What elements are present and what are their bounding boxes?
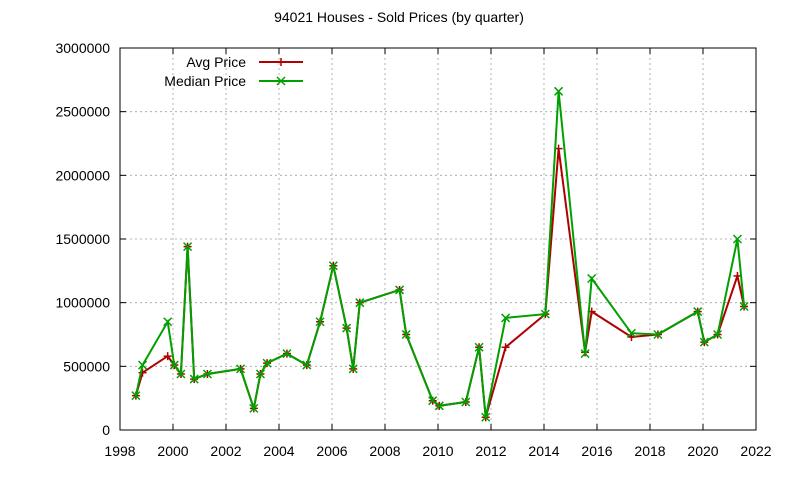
data-point	[189, 374, 199, 384]
data-point	[163, 317, 173, 327]
y-tick-label: 0	[102, 422, 110, 438]
data-point	[282, 349, 292, 359]
series-line	[134, 91, 746, 418]
data-point	[176, 369, 186, 379]
data-point	[302, 360, 312, 370]
data-point	[249, 403, 259, 413]
data-point	[395, 285, 405, 295]
x-tick-label: 2010	[422, 443, 453, 459]
y-tick-label: 1500000	[55, 231, 110, 247]
data-point	[355, 298, 365, 308]
data-point	[580, 349, 590, 359]
data-point	[137, 360, 148, 370]
x-tick-label: 2020	[687, 443, 718, 459]
data-point	[131, 391, 141, 401]
y-tick-label: 2000000	[55, 167, 110, 183]
series-line	[134, 148, 746, 418]
series-avg-price	[131, 144, 749, 422]
data-point	[713, 329, 723, 340]
data-point	[554, 86, 564, 96]
data-point	[693, 307, 703, 317]
x-tick-label: 2022	[740, 443, 771, 459]
data-point	[202, 369, 212, 379]
data-point	[236, 364, 246, 374]
data-point	[169, 360, 179, 370]
y-tick-label: 1000000	[55, 295, 110, 311]
data-point	[739, 301, 749, 312]
grid	[120, 48, 756, 430]
legend-label: Median Price	[164, 73, 246, 89]
data-point	[540, 309, 550, 319]
data-point	[255, 369, 265, 379]
y-tick-label: 500000	[63, 358, 110, 374]
data-point	[626, 328, 636, 338]
legend-marker	[276, 76, 286, 86]
data-point	[501, 313, 511, 323]
data-point	[262, 358, 272, 368]
series-median-price	[131, 86, 749, 422]
data-point	[348, 364, 358, 374]
data-point	[732, 234, 742, 244]
data-point	[474, 342, 484, 352]
x-tick-label: 2000	[157, 443, 188, 459]
data-point	[315, 317, 325, 327]
data-point	[501, 343, 510, 352]
data-point	[328, 261, 338, 271]
data-point	[428, 396, 438, 406]
data-point	[481, 412, 491, 422]
y-tick-label: 2500000	[55, 104, 110, 120]
plot-frame	[119, 47, 757, 431]
data-point	[627, 333, 636, 342]
legend-marker	[277, 58, 285, 66]
data-point	[653, 329, 663, 340]
data-point	[163, 352, 172, 361]
x-tick-label: 2012	[475, 443, 506, 459]
x-tick-label: 2006	[316, 443, 347, 459]
data-point	[587, 273, 597, 284]
x-tick-label: 2018	[634, 443, 665, 459]
y-tick-label: 3000000	[55, 40, 110, 56]
data-point	[461, 397, 471, 407]
axis-ticks: 1998 2000 2002 2004 2006 2008 2010 2012 2014 2016…	[55, 40, 771, 459]
legend-label: Avg Price	[186, 54, 246, 70]
x-tick-label: 2008	[369, 443, 400, 459]
data-point	[434, 401, 444, 411]
x-tick-label: 2014	[528, 443, 559, 459]
data-point	[699, 337, 709, 347]
x-tick-label: 2002	[210, 443, 241, 459]
x-tick-label: 2004	[263, 443, 294, 459]
data-point	[183, 242, 193, 252]
chart-title: 94021 Houses - Sold Prices (by quarter)	[274, 9, 524, 25]
data-point	[342, 323, 352, 333]
legend: Avg Price Median Price	[164, 54, 303, 89]
x-tick-label: 2016	[581, 443, 612, 459]
series-layer	[131, 86, 749, 422]
data-point	[401, 329, 411, 340]
x-tick-label: 1998	[104, 443, 135, 459]
